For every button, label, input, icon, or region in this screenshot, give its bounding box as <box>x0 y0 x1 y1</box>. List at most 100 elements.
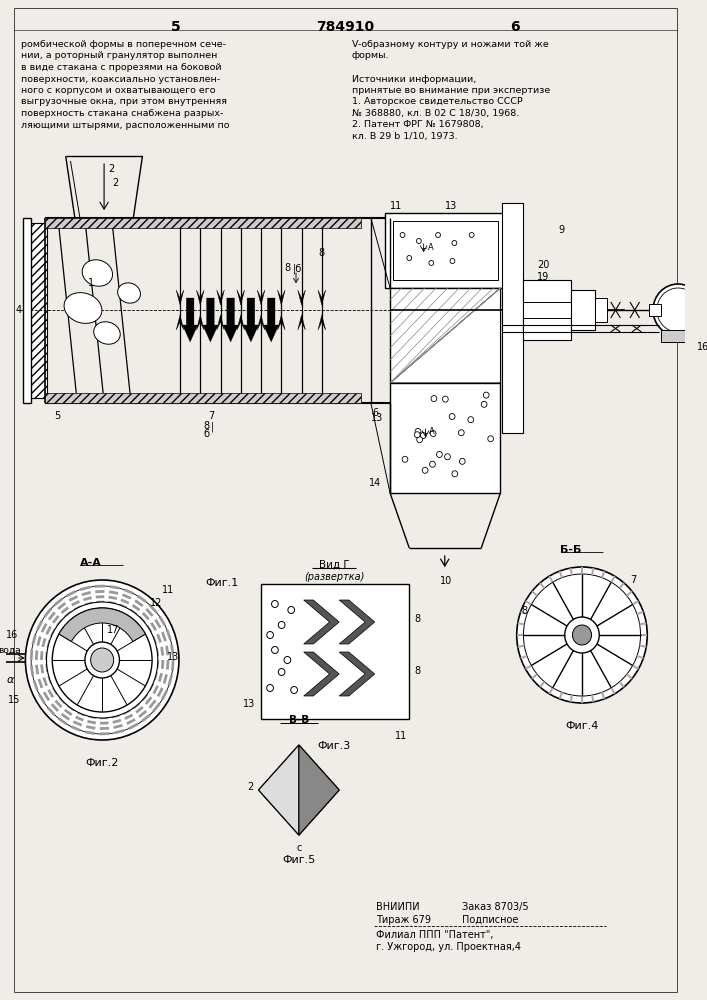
Circle shape <box>469 232 474 237</box>
Circle shape <box>431 431 436 437</box>
Text: 13: 13 <box>168 652 180 662</box>
Circle shape <box>468 417 474 423</box>
Bar <box>45 393 361 403</box>
Circle shape <box>565 617 600 653</box>
Text: 10: 10 <box>440 576 452 586</box>
Text: |б: |б <box>293 263 303 273</box>
Text: |: | <box>211 421 214 432</box>
Bar <box>393 221 498 280</box>
Circle shape <box>430 461 436 467</box>
Text: ляющими штырями, расположенными по: ляющими штырями, расположенными по <box>21 120 229 129</box>
Circle shape <box>481 401 487 407</box>
Text: 17: 17 <box>107 625 119 635</box>
Circle shape <box>85 642 119 678</box>
Text: Фиг.3: Фиг.3 <box>317 741 351 751</box>
Circle shape <box>436 451 443 457</box>
Circle shape <box>267 684 274 692</box>
Text: Б-Б: Б-Б <box>560 545 581 555</box>
Text: б: б <box>203 429 209 439</box>
Text: 14: 14 <box>369 478 381 488</box>
Text: в виде стакана с прорезями на боковой: в виде стакана с прорезями на боковой <box>21 63 221 72</box>
Circle shape <box>436 232 440 237</box>
Circle shape <box>288 606 295 613</box>
Polygon shape <box>339 652 375 696</box>
Polygon shape <box>182 298 198 342</box>
Text: 8: 8 <box>414 666 420 676</box>
Text: Подписное: Подписное <box>462 915 518 925</box>
Polygon shape <box>259 745 299 835</box>
Text: № 368880, кл. В 02 С 18/30, 1968.: № 368880, кл. В 02 С 18/30, 1968. <box>351 109 519 118</box>
Polygon shape <box>176 315 184 330</box>
Bar <box>649 304 660 316</box>
Polygon shape <box>257 315 265 330</box>
Circle shape <box>47 602 158 718</box>
Text: с: с <box>296 843 302 853</box>
Bar <box>503 203 523 433</box>
Text: 13: 13 <box>243 699 255 709</box>
Bar <box>390 383 501 493</box>
Bar <box>385 213 506 288</box>
Polygon shape <box>299 745 339 835</box>
Text: 784910: 784910 <box>316 20 374 34</box>
Text: ного с корпусом и охватывающего его: ного с корпусом и охватывающего его <box>21 86 215 95</box>
Polygon shape <box>298 315 305 330</box>
Polygon shape <box>197 290 204 305</box>
Text: 19: 19 <box>537 272 549 282</box>
Text: Вид Г: Вид Г <box>319 560 350 570</box>
Polygon shape <box>298 290 305 305</box>
Text: 8: 8 <box>318 248 325 258</box>
Ellipse shape <box>117 283 141 303</box>
Circle shape <box>291 686 298 694</box>
Circle shape <box>402 456 408 462</box>
Circle shape <box>422 467 428 473</box>
Circle shape <box>431 396 437 402</box>
Text: 9: 9 <box>558 225 564 235</box>
Text: выгрузочные окна, при этом внутренняя: выгрузочные окна, при этом внутренняя <box>21 98 227 106</box>
Text: 6: 6 <box>373 408 379 418</box>
Text: 11: 11 <box>395 731 407 741</box>
Text: вода: вода <box>0 646 21 655</box>
Polygon shape <box>304 600 339 644</box>
Text: 1: 1 <box>88 278 94 288</box>
Text: нии, а роторный гранулятор выполнен: нии, а роторный гранулятор выполнен <box>21 51 217 60</box>
Circle shape <box>484 392 489 398</box>
Text: 2: 2 <box>108 164 114 174</box>
Polygon shape <box>318 315 326 330</box>
Text: кл. В 29 b 1/10, 1973.: кл. В 29 b 1/10, 1973. <box>351 132 457 141</box>
Bar <box>523 315 571 340</box>
Text: 2. Патент ФРГ № 1679808,: 2. Патент ФРГ № 1679808, <box>351 120 484 129</box>
Text: ВНИИПИ: ВНИИПИ <box>375 902 419 912</box>
Text: A: A <box>429 427 435 436</box>
Text: 12: 12 <box>150 598 163 608</box>
Circle shape <box>449 413 455 419</box>
Circle shape <box>429 260 433 265</box>
Text: 8: 8 <box>284 263 291 273</box>
Text: поверхности, коаксиально установлен-: поверхности, коаксиально установлен- <box>21 75 220 84</box>
Text: 13: 13 <box>445 201 457 211</box>
Bar <box>523 302 571 318</box>
Polygon shape <box>390 288 501 383</box>
Text: 8: 8 <box>203 421 209 431</box>
Text: 2: 2 <box>247 782 253 792</box>
Text: 5: 5 <box>54 411 60 421</box>
Text: Фиг.4: Фиг.4 <box>566 721 599 731</box>
Polygon shape <box>277 290 285 305</box>
Circle shape <box>452 240 457 245</box>
Circle shape <box>416 437 423 443</box>
Polygon shape <box>216 290 224 305</box>
Bar <box>595 298 607 322</box>
Polygon shape <box>237 315 245 330</box>
Circle shape <box>443 396 448 402</box>
Ellipse shape <box>64 293 102 323</box>
Text: Фиг.2: Фиг.2 <box>86 758 119 768</box>
Bar <box>390 288 501 383</box>
Circle shape <box>488 436 493 442</box>
Text: В-В: В-В <box>288 715 309 725</box>
Text: Тираж 679: Тираж 679 <box>375 915 431 925</box>
Text: Фиг.5: Фиг.5 <box>282 855 315 865</box>
Polygon shape <box>277 315 285 330</box>
Text: поверхность стакана снабжена разрых-: поверхность стакана снабжена разрых- <box>21 109 223 118</box>
Circle shape <box>523 574 641 696</box>
Text: г. Ужгород, ул. Проектная,4: г. Ужгород, ул. Проектная,4 <box>375 942 520 952</box>
Text: 7: 7 <box>630 575 636 585</box>
